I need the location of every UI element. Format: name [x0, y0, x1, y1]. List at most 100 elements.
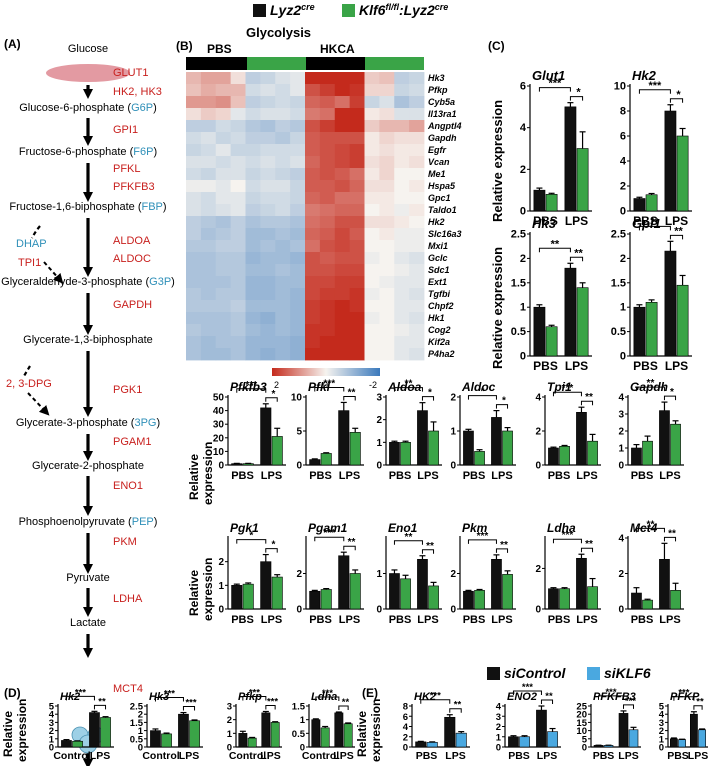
x-tick-label: LPS — [565, 214, 588, 228]
significance-label: *** — [185, 698, 196, 709]
heatmap-cell — [275, 120, 291, 133]
significance-bracket — [236, 388, 267, 393]
heatmap-cell — [334, 312, 351, 325]
bar — [260, 407, 272, 466]
panel-label-b: (B) — [176, 39, 193, 53]
bar — [502, 430, 513, 466]
heatmap-cell — [319, 336, 336, 349]
heatmap-cell — [319, 144, 336, 157]
heatmap-cell — [305, 312, 321, 325]
bar — [271, 576, 283, 610]
x-tick-label: Control — [229, 750, 266, 762]
x-tick-label: Control — [142, 750, 179, 762]
bar — [61, 740, 72, 748]
bar — [426, 742, 438, 748]
metabolite-label: Glycerate-2-phosphate — [32, 460, 144, 472]
heatmap-cell — [260, 192, 276, 205]
heatmap-cell — [186, 132, 202, 145]
svg-text:Relative: Relative — [1, 711, 15, 757]
heatmap-cell — [334, 144, 351, 157]
y-tick-label: 3 — [618, 410, 624, 421]
heatmap-cell — [379, 288, 395, 301]
heatmap-cell — [319, 84, 336, 97]
heatmap-cell — [260, 252, 276, 265]
x-tick-label: PBS — [389, 470, 412, 482]
y-tick-label: 2 — [138, 710, 143, 721]
y-tick-label: 2 — [450, 393, 456, 404]
heatmap-cell — [200, 192, 217, 205]
heatmap-cell — [319, 156, 336, 169]
heatmap-cell — [394, 252, 410, 265]
heatmap-cell — [409, 108, 425, 121]
heatmap-cell — [305, 264, 321, 277]
heatmap-cell — [334, 300, 351, 313]
bar — [311, 719, 321, 748]
heatmap-cell — [275, 264, 291, 277]
heatmap-cell — [186, 120, 202, 133]
significance-bracket — [65, 695, 95, 701]
heatmap-cell — [215, 84, 232, 97]
heatmap-cell — [275, 300, 291, 313]
x-tick-label: LPS — [417, 614, 438, 626]
heatmap-cell — [290, 336, 306, 349]
significance-label: * — [249, 531, 253, 542]
significance-label: ** — [647, 378, 655, 389]
significance-label: *** — [522, 682, 533, 693]
y-tick-label: 2 — [618, 569, 624, 580]
svg-text:Relative: Relative — [187, 454, 201, 500]
bar — [89, 712, 100, 748]
heatmap-cell — [305, 108, 321, 121]
y-tick-label: 2.5 — [130, 702, 144, 713]
y-tick-label: 0 — [496, 743, 501, 754]
heatmap-cell — [245, 252, 261, 265]
heatmap-cell — [215, 312, 232, 325]
heatmap-cell — [290, 252, 306, 265]
significance-bracket — [421, 396, 435, 401]
heatmap-cell — [230, 108, 246, 121]
heatmap-cell — [379, 324, 395, 337]
bar — [659, 410, 670, 466]
heatmap-cell — [275, 144, 291, 157]
y-title-panel-c-top: Relative expression — [490, 100, 505, 222]
x-tick-label: PBS — [533, 359, 558, 373]
heatmap-cell — [305, 228, 321, 241]
heatmap-cell — [394, 72, 410, 85]
heatmap-cell — [334, 132, 351, 145]
heatmap-cell — [379, 144, 395, 157]
significance-label: ** — [585, 539, 593, 550]
heatmap-cell — [230, 96, 246, 109]
enzyme-labels: GLUT1 HK2, HK3 GPI1 PFKL PFKFB3 ALDOA ALDOC GAP… — [113, 67, 162, 695]
heatmap-cell — [319, 252, 336, 265]
heatmap-cell — [409, 228, 425, 241]
y-tick-label: 2.5 — [611, 229, 626, 241]
bar — [664, 110, 677, 212]
bar — [343, 723, 353, 748]
significance-label: * — [272, 540, 276, 551]
y-tick-label: 8 — [403, 702, 408, 713]
heatmap-cell — [290, 96, 306, 109]
heatmap-cell — [334, 204, 351, 217]
bar — [559, 445, 570, 466]
heatmap-cell — [230, 264, 246, 277]
heatmap-cell — [275, 240, 291, 253]
significance-label: *** — [430, 691, 441, 702]
x-tick-label: PBS — [463, 614, 486, 626]
y-tick-label: 0 — [620, 206, 626, 218]
x-tick-label: LPS — [90, 750, 110, 762]
heatmap-cell — [230, 324, 246, 337]
significance-label: *** — [249, 687, 260, 698]
heatmap-gene-label: Ext1 — [428, 277, 447, 287]
heatmap-cell — [200, 144, 217, 157]
heatmap-cell — [319, 228, 336, 241]
enzyme-label: GLUT1 — [113, 67, 148, 79]
heatmap-cell — [275, 228, 291, 241]
heatmap-cell — [215, 348, 232, 361]
heatmap-gene-label: P4ha2 — [428, 349, 455, 359]
bar — [545, 194, 558, 212]
heatmap-cell — [260, 156, 276, 169]
heatmap-cell — [364, 336, 380, 349]
heatmap-cell — [319, 204, 336, 217]
significance-label: *** — [648, 80, 662, 92]
heatmap-cell — [349, 228, 365, 241]
